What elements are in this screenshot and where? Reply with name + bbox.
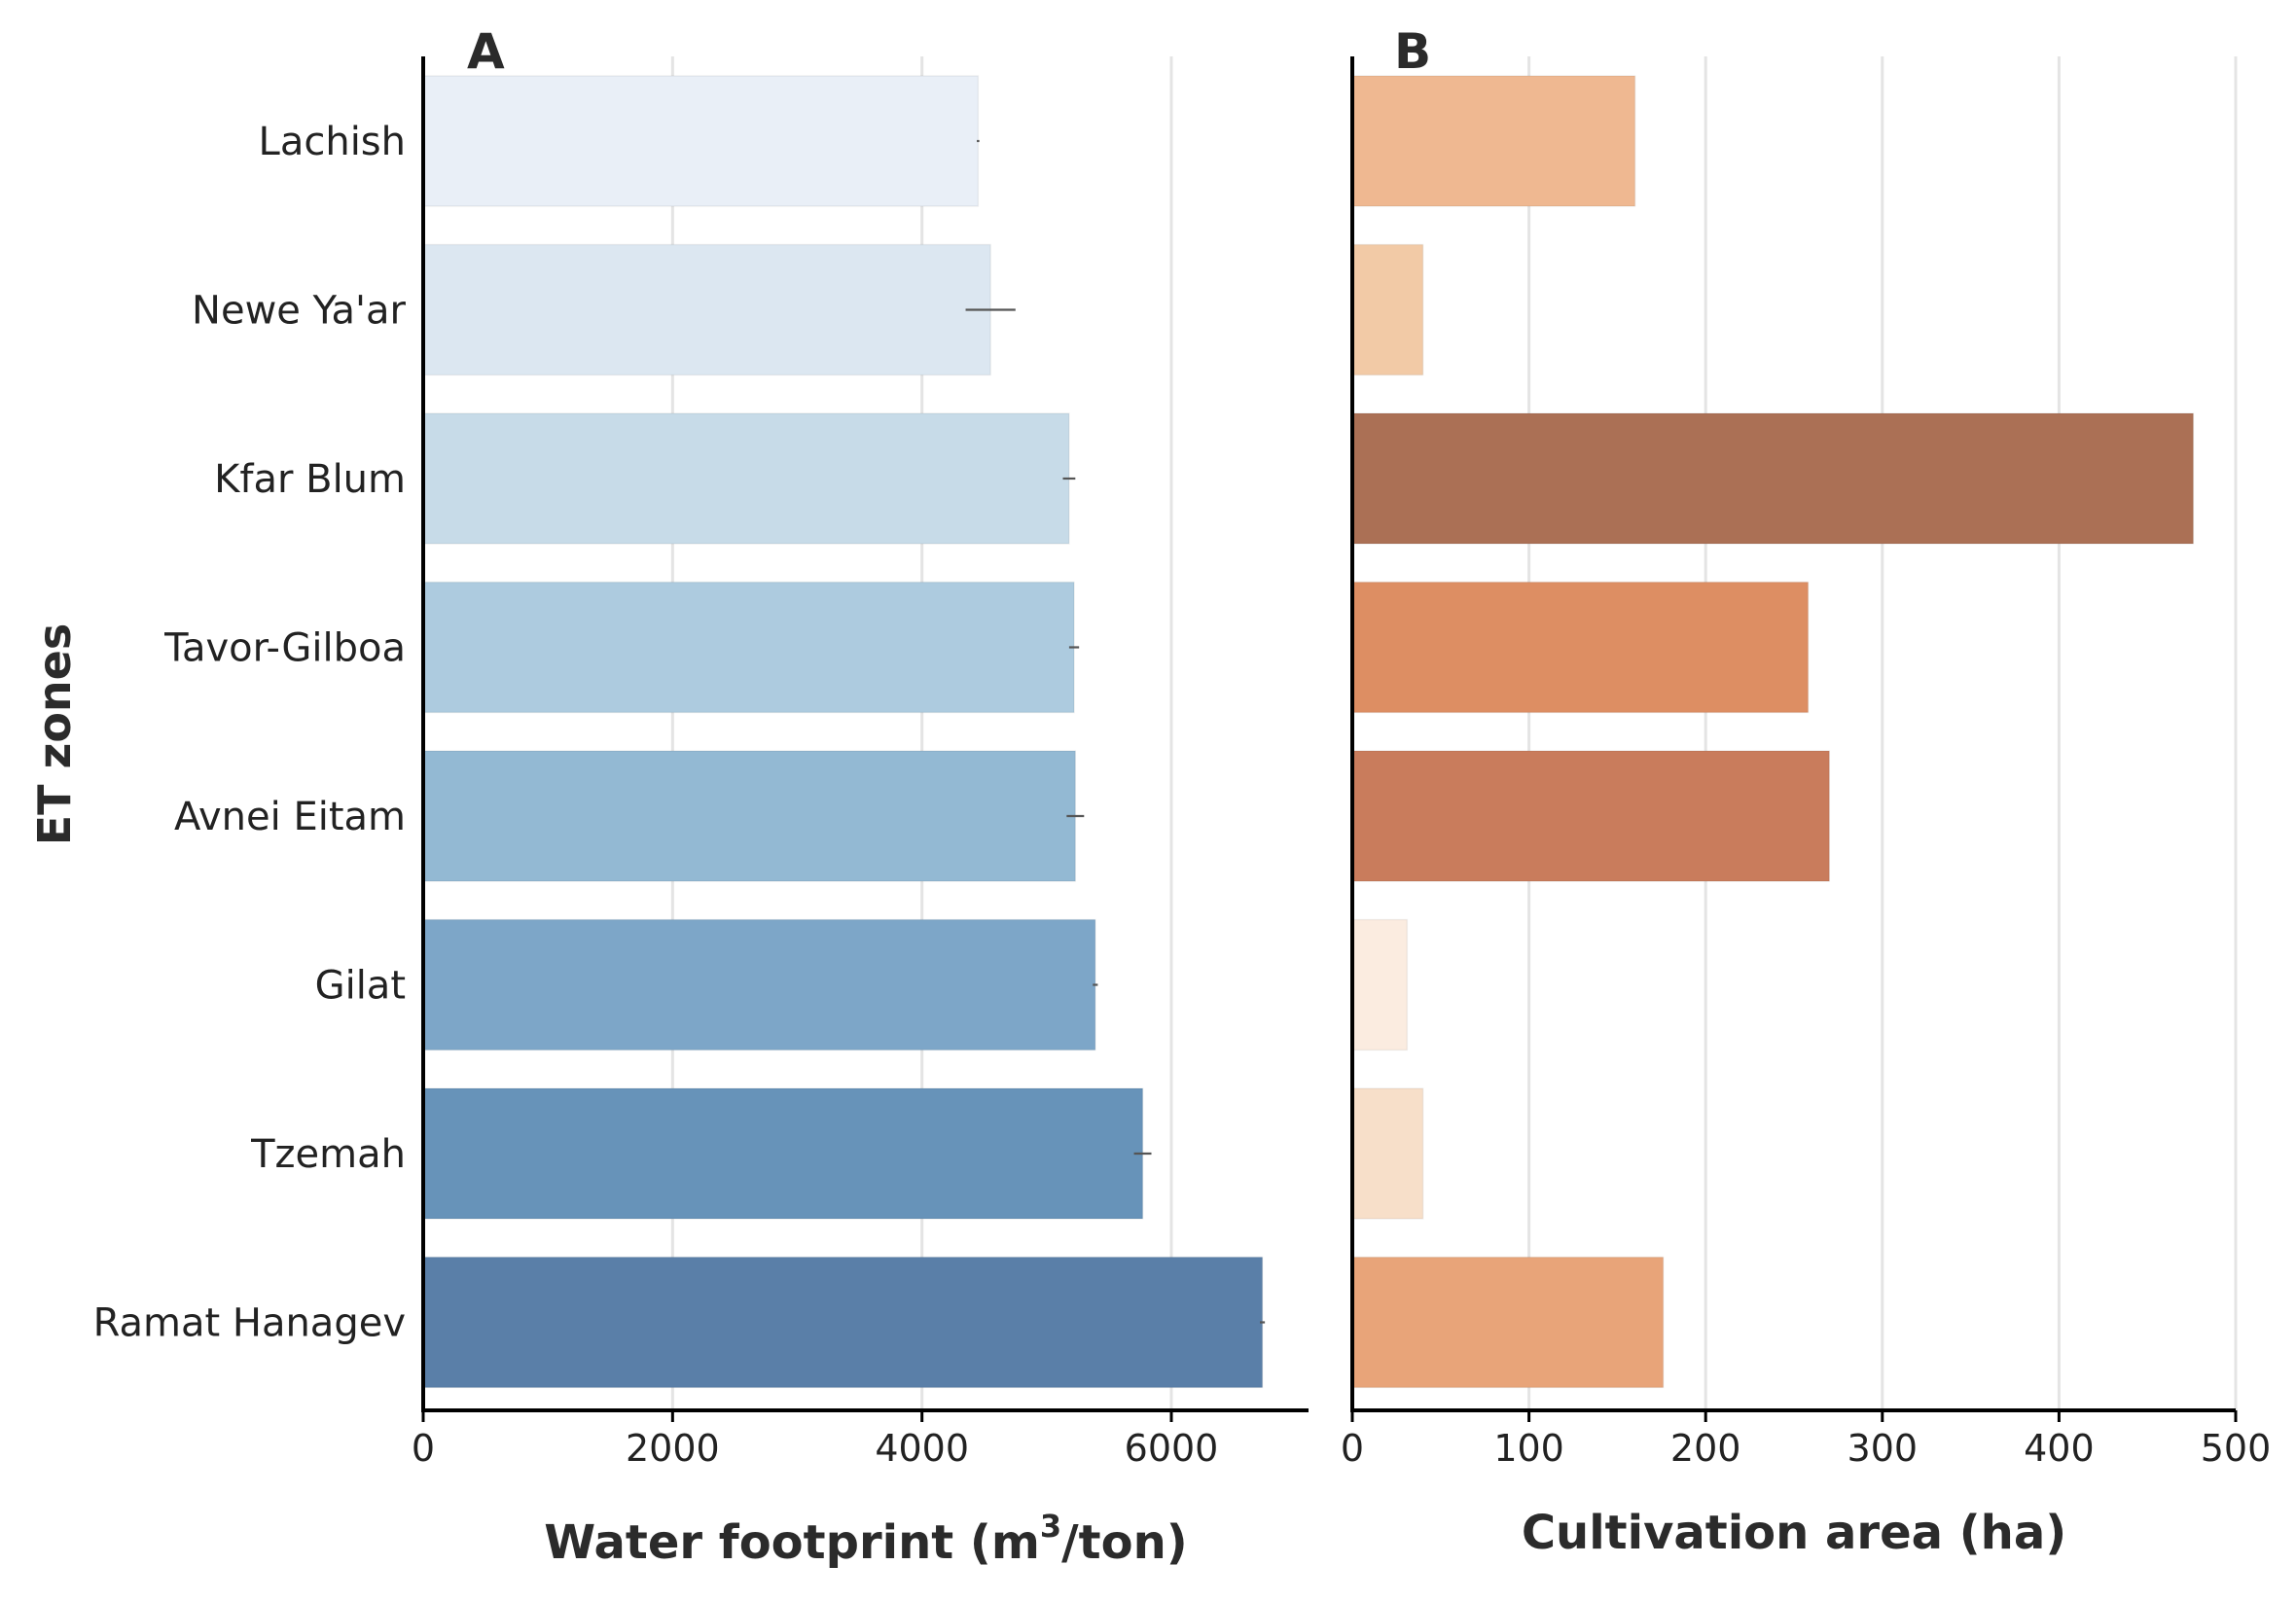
panel-b: 0 100 200 300 400 500 B Cultivation area (ha) bbox=[1341, 23, 2271, 1560]
category-label: Tzemah bbox=[250, 1132, 406, 1177]
x-tick-label: 200 bbox=[1670, 1427, 1741, 1470]
x-axis-title: Cultivation area (ha) bbox=[1522, 1506, 2066, 1560]
bar bbox=[422, 1087, 1144, 1220]
bar bbox=[1351, 750, 1831, 882]
bar bbox=[1351, 918, 1409, 1051]
bar bbox=[1351, 243, 1424, 376]
panel-label: A bbox=[467, 23, 505, 80]
category-label: Gilat bbox=[315, 964, 406, 1009]
x-axis-title: Water footprint (m3/ton) bbox=[544, 1508, 1187, 1570]
x-tick-label: 0 bbox=[1341, 1427, 1364, 1470]
bar bbox=[422, 243, 991, 376]
x-axis-title-tail: /ton) bbox=[1061, 1515, 1188, 1570]
x-tick-label: 2000 bbox=[626, 1427, 720, 1470]
bar bbox=[1351, 1256, 1665, 1389]
category-label: Newe Ya'ar bbox=[192, 289, 407, 334]
y-axis-label: ET zones bbox=[28, 623, 81, 846]
x-tick-label: 400 bbox=[2024, 1427, 2095, 1470]
x-tick-label: 4000 bbox=[875, 1427, 969, 1470]
panel-a: Lachish Newe Ya'ar Kfar Blum Tavor-Gilboa Av… bbox=[93, 23, 1309, 1570]
bar bbox=[1351, 1087, 1424, 1220]
x-axis-title-superscript: 3 bbox=[1040, 1508, 1061, 1545]
x-axis-title-main: Water footprint (m bbox=[544, 1515, 1040, 1570]
bar bbox=[422, 918, 1096, 1051]
bar bbox=[422, 581, 1075, 714]
bar bbox=[1351, 581, 1810, 714]
panel-label: B bbox=[1394, 23, 1431, 80]
category-label: Tavor-Gilboa bbox=[163, 626, 406, 671]
bar bbox=[1351, 75, 1636, 207]
x-tick-label: 6000 bbox=[1125, 1427, 1219, 1470]
bar bbox=[422, 412, 1070, 545]
category-label: Ramat Hanagev bbox=[93, 1301, 406, 1346]
category-label: Kfar Blum bbox=[214, 457, 406, 502]
x-tick-label: 0 bbox=[412, 1427, 435, 1470]
x-tick-label: 500 bbox=[2201, 1427, 2272, 1470]
x-tick-label: 300 bbox=[1848, 1427, 1919, 1470]
category-label: Avnei Eitam bbox=[174, 795, 406, 839]
x-tick-label: 100 bbox=[1493, 1427, 1564, 1470]
category-label: Lachish bbox=[259, 120, 406, 164]
bar bbox=[1351, 412, 2195, 545]
bar bbox=[422, 1256, 1264, 1389]
bar bbox=[422, 75, 980, 207]
bar bbox=[422, 750, 1077, 882]
